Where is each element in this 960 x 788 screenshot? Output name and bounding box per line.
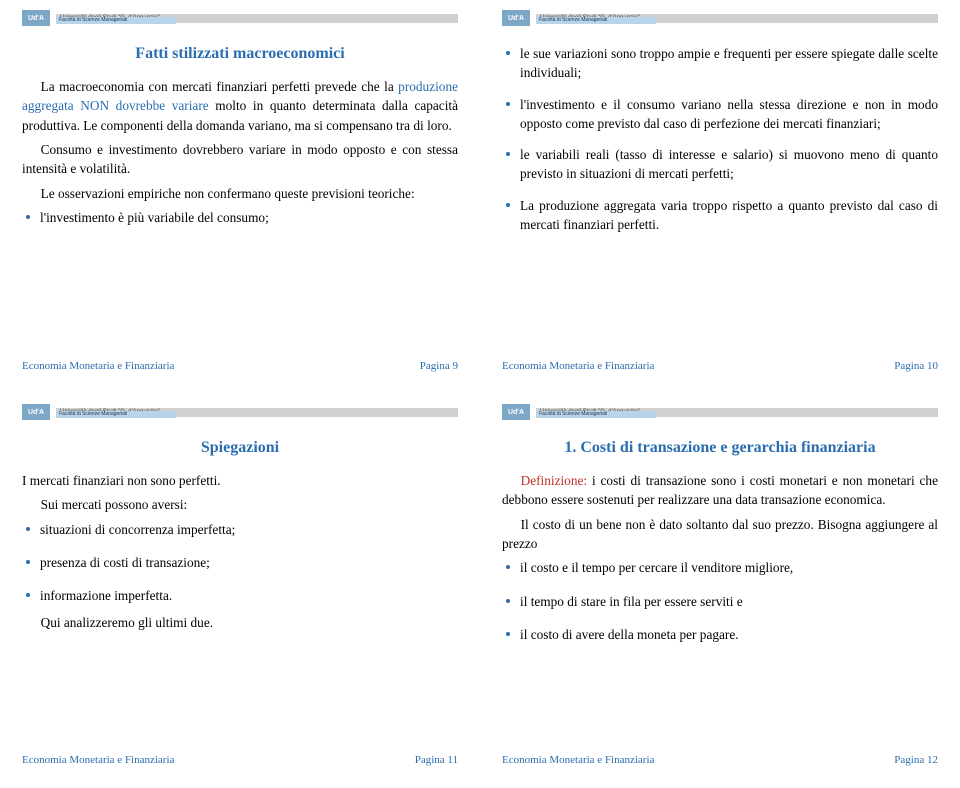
slide-footer: Economia Monetaria e Finanziaria Pagina … xyxy=(22,356,458,372)
bullet-icon xyxy=(26,215,30,219)
slide-content: Spiegazioni I mercati finanziari non son… xyxy=(22,428,458,750)
paragraphs-container: La macroeconomia con mercati finanziari … xyxy=(22,77,458,203)
faculty-name: Facoltà di Scienze Manageriali xyxy=(536,411,656,418)
slide-footer: Economia Monetaria e Finanziaria Pagina … xyxy=(502,750,938,766)
paragraph: Sui mercati possono aversi: xyxy=(22,495,458,514)
bullet-icon xyxy=(506,599,510,603)
logo-icon: Ud'A xyxy=(22,10,50,26)
slide-footer: Economia Monetaria e Finanziaria Pagina … xyxy=(502,356,938,372)
faculty-name: Facoltà di Scienze Manageriali xyxy=(56,17,176,24)
list-item: l'investimento e il consumo variano nell… xyxy=(502,95,938,134)
bullet-list: l'investimento è più variabile del consu… xyxy=(22,208,458,227)
list-item: il costo di avere della moneta per pagar… xyxy=(502,625,938,644)
footer-page: Pagina 11 xyxy=(415,754,458,766)
bullet-list: le sue variazioni sono troppo ampie e fr… xyxy=(502,44,938,234)
footer-course: Economia Monetaria e Finanziaria xyxy=(502,360,654,372)
list-item: La produzione aggregata varia troppo ris… xyxy=(502,196,938,235)
footer-course: Economia Monetaria e Finanziaria xyxy=(502,754,654,766)
paragraphs-container: Qui analizzeremo gli ultimi due. xyxy=(22,613,458,632)
paragraph: I mercati finanziari non sono perfetti. xyxy=(22,471,458,490)
list-item: informazione imperfetta. xyxy=(22,586,458,605)
logo-icon: Ud'A xyxy=(502,404,530,420)
bullet-icon xyxy=(26,560,30,564)
paragraph: Consumo e investimento dovrebbero variar… xyxy=(22,140,458,179)
faculty-name: Facoltà di Scienze Manageriali xyxy=(536,17,656,24)
bullet-icon xyxy=(26,527,30,531)
paragraph: Definizione: i costi di transazione sono… xyxy=(502,471,938,510)
footer-page: Pagina 10 xyxy=(894,360,938,372)
bullet-icon xyxy=(506,203,510,207)
paragraph: La macroeconomia con mercati finanziari … xyxy=(22,77,458,135)
bullet-icon xyxy=(506,51,510,55)
paragraphs-container: Definizione: i costi di transazione sono… xyxy=(502,471,938,553)
slide-11: Ud'A Università degli Studi "G. d'Annunz… xyxy=(0,394,480,788)
slide-title: Fatti stilizzati macroeconomici xyxy=(22,42,458,65)
slide-12: Ud'A Università degli Studi "G. d'Annunz… xyxy=(480,394,960,788)
footer-page: Pagina 12 xyxy=(894,754,938,766)
footer-course: Economia Monetaria e Finanziaria xyxy=(22,754,174,766)
slide-title: Spiegazioni xyxy=(22,436,458,459)
bullet-icon xyxy=(506,152,510,156)
slide-title: 1. Costi di transazione e gerarchia fina… xyxy=(502,436,938,459)
bullet-icon xyxy=(506,102,510,106)
paragraph: Qui analizzeremo gli ultimi due. xyxy=(22,613,458,632)
list-item: l'investimento è più variabile del consu… xyxy=(22,208,458,227)
slide-9: Ud'A Università degli Studi "G. d'Annunz… xyxy=(0,0,480,394)
slide-content: Fatti stilizzati macroeconomici La macro… xyxy=(22,34,458,356)
bullet-list: situazioni di concorrenza imperfetta; pre… xyxy=(22,520,458,606)
bullet-icon xyxy=(26,593,30,597)
paragraphs-container: I mercati finanziari non sono perfetti. S… xyxy=(22,471,458,515)
slide-content: le sue variazioni sono troppo ampie e fr… xyxy=(502,34,938,356)
logo-icon: Ud'A xyxy=(22,404,50,420)
list-item: il tempo di stare in fila per essere ser… xyxy=(502,592,938,611)
bullet-list: il costo e il tempo per cercare il vendi… xyxy=(502,558,938,644)
list-item: il costo e il tempo per cercare il vendi… xyxy=(502,558,938,577)
footer-course: Economia Monetaria e Finanziaria xyxy=(22,360,174,372)
bullet-icon xyxy=(506,632,510,636)
slide-10: Ud'A Università degli Studi "G. d'Annunz… xyxy=(480,0,960,394)
paragraph: Il costo di un bene non è dato soltanto … xyxy=(502,515,938,554)
slide-content: 1. Costi di transazione e gerarchia fina… xyxy=(502,428,938,750)
footer-page: Pagina 9 xyxy=(420,360,458,372)
logo-icon: Ud'A xyxy=(502,10,530,26)
paragraph: Le osservazioni empiriche non confermano… xyxy=(22,184,458,203)
list-item: situazioni di concorrenza imperfetta; xyxy=(22,520,458,539)
slide-footer: Economia Monetaria e Finanziaria Pagina … xyxy=(22,750,458,766)
list-item: presenza di costi di transazione; xyxy=(22,553,458,572)
list-item: le variabili reali (tasso di interesse e… xyxy=(502,145,938,184)
bullet-icon xyxy=(506,565,510,569)
list-item: le sue variazioni sono troppo ampie e fr… xyxy=(502,44,938,83)
faculty-name: Facoltà di Scienze Manageriali xyxy=(56,411,176,418)
